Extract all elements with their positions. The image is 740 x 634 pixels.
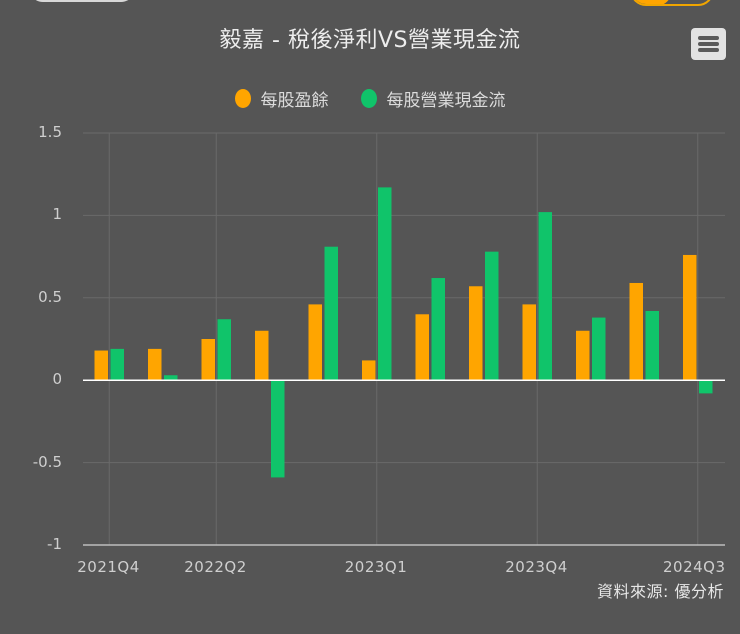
legend-dot-icon [360,89,377,108]
bar-operating-cash-flow[interactable] [271,380,285,478]
bar-operating-cash-flow[interactable] [538,212,553,381]
bar-operating-cash-flow[interactable] [592,317,606,381]
hamburger-menu-icon [698,36,719,40]
y-axis-tick-label: -0.5 [32,452,62,471]
bar-operating-cash-flow[interactable] [164,375,178,381]
legend: 每股盈餘 每股營業現金流 [0,86,740,111]
bar-operating-cash-flow[interactable] [217,319,232,381]
legend-item-ocf[interactable]: 每股營業現金流 [360,86,506,111]
hamburger-menu-icon [698,42,719,46]
bar-operating-cash-flow[interactable] [324,246,339,381]
legend-label: 每股營業現金流 [386,91,506,111]
x-axis-tick-label: 2021Q4 [77,558,140,576]
legend-label: 每股盈餘 [260,91,329,111]
data-source-label: 資料來源: 優分析 [597,582,724,601]
bar-eps[interactable] [362,360,376,381]
chart-title: 毅嘉 - 稅後淨利VS營業現金流 [219,28,521,53]
x-axis-tick-label: 2022Q2 [184,558,247,576]
bar-eps[interactable] [522,304,537,381]
legend-item-eps[interactable]: 每股盈餘 [234,86,329,111]
toggle-knob [632,0,672,4]
y-axis-tick-label: 1 [52,205,62,224]
bar-eps[interactable] [415,314,430,381]
bar-eps[interactable] [683,254,697,381]
y-axis-tick-label: -1 [47,535,62,553]
bar-operating-cash-flow[interactable] [378,187,392,381]
x-axis-tick-label: 2024Q3 [663,558,726,576]
bar-operating-cash-flow[interactable] [645,310,660,381]
x-axis-tick-label: 2023Q4 [505,558,568,576]
bar-eps[interactable] [308,304,323,381]
bar-eps[interactable] [469,286,483,381]
bar-eps[interactable] [576,330,590,381]
y-axis-tick-label: 1.5 [38,123,62,141]
chart-menu-button[interactable] [691,28,726,60]
bar-eps[interactable] [94,350,109,381]
y-axis-tick-label: 0.5 [38,287,62,306]
bar-operating-cash-flow[interactable] [485,251,499,381]
y-axis-tick-label: 0 [52,370,62,389]
bar-operating-cash-flow[interactable] [110,348,125,381]
bar-eps[interactable] [201,339,216,381]
legend-dot-icon [234,89,251,108]
bar-eps[interactable] [148,348,162,381]
bar-operating-cash-flow[interactable] [699,380,713,394]
bar-eps[interactable] [255,330,269,381]
hamburger-menu-icon [698,48,719,52]
bar-eps[interactable] [629,282,644,381]
x-axis-tick-label: 2023Q1 [344,558,408,576]
bar-operating-cash-flow[interactable] [431,278,446,381]
